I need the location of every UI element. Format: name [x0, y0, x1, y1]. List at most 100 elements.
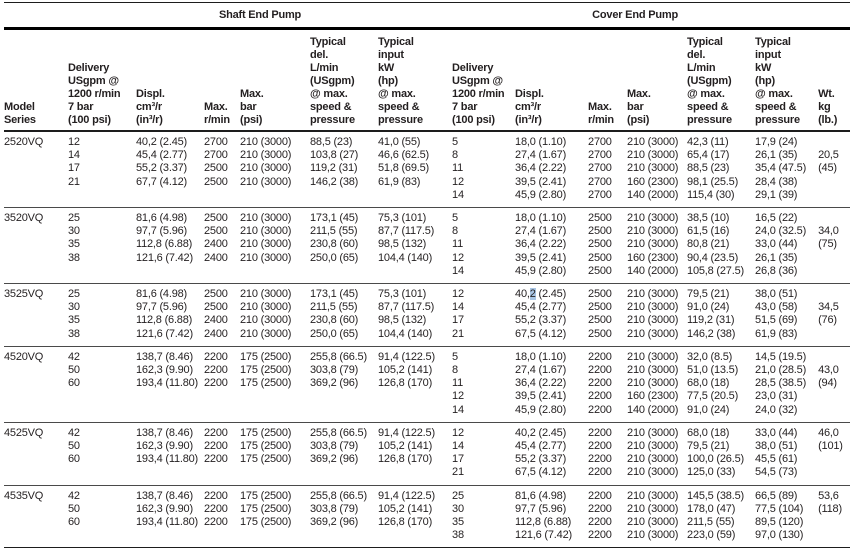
- cell-cover-rmin: 2200: [588, 502, 612, 515]
- cell-cover-rmin: 2500: [588, 314, 612, 327]
- cell-shaft-typ_del: [310, 390, 378, 403]
- cell-cover-rmin: 2200: [588, 466, 612, 479]
- cell-shaft-rmin: 2200: [204, 440, 228, 453]
- cell-shaft-rmin: [204, 404, 240, 423]
- cell-shaft-typ_del: 255,8 (66.5): [310, 350, 367, 363]
- cell-shaft-displ: 112,8 (6.88): [136, 314, 193, 327]
- cell-shaft-typ_del: 230,8 (60): [310, 314, 359, 327]
- cell-cover-displ: 18,0 (1.10): [515, 212, 567, 225]
- cell-cover-typ_del: 91,0 (24): [687, 403, 730, 416]
- cell-shaft-typ_input: 126,8 (170): [378, 516, 433, 529]
- cell-weight: [818, 404, 850, 423]
- cell-cover-rmin: 2200: [588, 390, 612, 403]
- cell-model-series: 2520VQ: [4, 136, 44, 148]
- cell-cover-bar: 210 (3000): [627, 162, 679, 175]
- cell-shaft-delivery: [68, 265, 136, 284]
- cell-cover-delivery: 30: [452, 502, 464, 515]
- col-header-cover-max-rpm: Max. r/min: [588, 28, 628, 132]
- cell-weight: 34,0: [818, 225, 839, 238]
- cell-shaft-delivery: 21: [68, 175, 80, 188]
- cell-shaft-typ_del: 369,2 (96): [310, 516, 359, 529]
- cell-cover-delivery: 8: [452, 149, 458, 162]
- cell-shaft-rmin: 2700: [204, 136, 228, 148]
- cell-cover-displ: 36,4 (2.22): [515, 377, 567, 390]
- cell-cover-typ_input: 21,0 (28.5): [755, 364, 807, 377]
- cell-shaft-rmin: 2200: [204, 489, 228, 502]
- cell-shaft-displ: 81,6 (4.98): [136, 288, 188, 301]
- cell-cover-bar: 210 (3000): [627, 466, 679, 479]
- cell-shaft-bar: 175 (2500): [240, 502, 292, 515]
- cell-cover-bar: 140 (2000): [627, 264, 679, 277]
- cell-cover-rmin: 2200: [588, 529, 612, 542]
- cell-shaft-delivery: 35: [68, 238, 80, 251]
- cell-cover-rmin: 2200: [588, 489, 612, 502]
- cell-shaft-delivery: 50: [68, 364, 80, 377]
- cell-shaft-typ_input: 61,9 (83): [378, 175, 421, 188]
- cell-cover-delivery: 14: [452, 188, 464, 201]
- cell-shaft-typ_input: 126,8 (170): [378, 453, 433, 466]
- cell-cover-bar: 210 (3000): [627, 350, 679, 363]
- cell-cover-delivery: 11: [452, 162, 464, 175]
- cell-shaft-rmin: 2200: [204, 453, 228, 466]
- cell-cover-displ: 121,6 (7.42): [515, 529, 572, 542]
- column-header-row: Model Series Delivery USgpm @ 1200 r/min…: [4, 28, 850, 132]
- col-header-weight: Wt. kg (lb.): [818, 28, 850, 132]
- cell-cover-displ: 27,4 (1.67): [515, 225, 567, 238]
- cell-shaft-delivery: 42: [68, 350, 80, 363]
- cell-cover-rmin: 2200: [588, 350, 612, 363]
- cell-cover-bar: 210 (3000): [627, 440, 679, 453]
- cell-cover-displ: 36,4 (2.22): [515, 162, 567, 175]
- cell-cover-typ_del: 146,2 (38): [687, 327, 736, 340]
- cell-cover-displ: 36,4 (2.22): [515, 238, 567, 251]
- cell-weight: 34,5: [818, 301, 839, 314]
- cell-cover-bar: 210 (3000): [627, 301, 679, 314]
- cell-cover-bar: 210 (3000): [627, 426, 679, 439]
- cell-cover-typ_del: 32,0 (8.5): [687, 350, 733, 363]
- cell-shaft-bar: 175 (2500): [240, 440, 292, 453]
- cell-shaft-typ_input: [378, 390, 452, 403]
- cell-cover-typ_input: 43,0 (58): [755, 301, 798, 314]
- cell-shaft-bar: 175 (2500): [240, 516, 292, 529]
- cell-shaft-typ_del: 119,2 (31): [310, 162, 358, 175]
- cell-cover-delivery: 21: [452, 327, 464, 340]
- cell-cover-typ_del: 79,5 (21): [687, 288, 730, 301]
- cell-shaft-displ: 138,7 (8.46): [136, 426, 193, 439]
- cell-weight: [818, 252, 850, 265]
- cell-cover-delivery: 35: [452, 516, 464, 529]
- cell-cover-typ_del: 100,0 (26.5): [687, 453, 744, 466]
- cell-shaft-displ: 97,7 (5.96): [136, 225, 188, 238]
- cell-weight: (118): [818, 502, 842, 515]
- cell-cover-rmin: 2200: [588, 403, 612, 416]
- cell-shaft-typ_del: 250,0 (65): [310, 327, 359, 340]
- cell-cover-delivery: 38: [452, 529, 464, 542]
- cell-shaft-typ_input: 126,8 (170): [378, 377, 433, 390]
- cell-cover-delivery: 12: [452, 390, 464, 403]
- cell-shaft-delivery: 17: [68, 162, 80, 175]
- cell-shaft-typ_del: 303,8 (79): [310, 364, 359, 377]
- cell-shaft-bar: 175 (2500): [240, 453, 292, 466]
- cell-cover-typ_input: 33,0 (44): [755, 426, 798, 439]
- cell-cover-displ: 18,0 (1.10): [515, 136, 567, 148]
- cell-shaft-typ_input: 87,7 (117.5): [378, 225, 435, 238]
- cell-shaft-typ_input: 105,2 (141): [378, 364, 433, 377]
- cell-shaft-displ: 121,6 (7.42): [136, 327, 193, 340]
- cell-shaft-delivery: [68, 404, 136, 423]
- cell-model-series: [4, 377, 68, 390]
- cell-cover-bar: 140 (2000): [627, 403, 679, 416]
- cell-shaft-typ_input: [378, 529, 452, 548]
- cell-weight: [818, 131, 850, 149]
- cell-cover-typ_del: 115,4 (30): [687, 188, 735, 201]
- table-row: 3520VQ 25 81,6 (4.98) 2500 210 (3000) 173,1 (…: [4, 208, 850, 226]
- cell-cover-delivery: 5: [452, 136, 458, 148]
- cell-shaft-displ: 162,3 (9.90): [136, 440, 193, 453]
- cell-cover-delivery: 12: [452, 288, 464, 301]
- cell-cover-displ: 112,8 (6.88): [515, 516, 572, 529]
- cell-shaft-rmin: 2700: [204, 149, 228, 162]
- col-header-shaft-displacement: Displ. cm³/r (in³/r): [136, 28, 204, 132]
- table-row: 4525VQ 42 138,7 (8.46) 2200 175 (2500) 255,8 …: [4, 422, 850, 440]
- cell-weight: [818, 208, 850, 226]
- cell-cover-bar: 160 (2300): [627, 390, 679, 403]
- cell-shaft-typ_del: [310, 404, 378, 423]
- cell-shaft-typ_del: 146,2 (38): [310, 175, 359, 188]
